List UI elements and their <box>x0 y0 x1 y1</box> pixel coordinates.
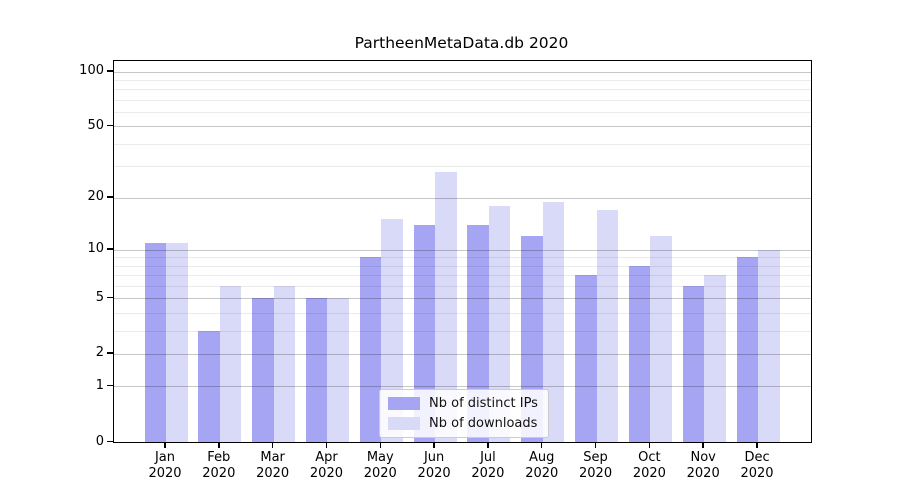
y-axis-tick <box>107 296 113 299</box>
major-gridline <box>114 353 811 355</box>
bar-downloads-jun <box>435 171 457 442</box>
major-gridline <box>114 71 811 73</box>
y-tick-label: 100 <box>79 63 104 79</box>
x-axis-tick <box>164 442 166 448</box>
x-tick-label: Jan 2020 <box>148 450 182 481</box>
x-axis-tick <box>271 442 274 448</box>
legend: Nb of distinct IPs Nb of downloads <box>379 389 549 438</box>
bar-downloads-nov <box>704 275 726 442</box>
minor-gridline <box>114 112 811 114</box>
y-axis-tick <box>107 352 113 354</box>
bar-downloads-aug <box>542 201 565 442</box>
y-tick-label: 0 <box>95 433 104 449</box>
legend-item-downloads: Nb of downloads <box>388 416 538 431</box>
x-tick-label: Jul 2020 <box>471 450 505 481</box>
x-axis-tick <box>540 442 543 448</box>
bar-distinct-ips-nov <box>682 285 705 442</box>
minor-gridline <box>114 79 811 81</box>
x-axis-tick <box>594 442 597 448</box>
bar-downloads-feb <box>219 285 242 442</box>
x-tick-label: Aug 2020 <box>525 450 559 481</box>
minor-gridline <box>114 166 811 168</box>
bar-distinct-ips-sep <box>575 275 597 442</box>
bar-distinct-ips-feb <box>198 330 220 442</box>
legend-label-downloads: Nb of downloads <box>429 416 538 431</box>
x-tick-label: May 2020 <box>363 450 397 481</box>
minor-gridline <box>114 312 811 314</box>
bar-downloads-may <box>381 219 403 442</box>
legend-swatch-distinct-ips <box>388 397 420 410</box>
x-axis-tick <box>702 442 704 448</box>
y-axis-tick <box>107 384 113 387</box>
x-axis-tick <box>487 442 489 448</box>
y-axis-tick <box>107 124 113 127</box>
y-axis-tick <box>107 70 113 72</box>
y-axis-tick <box>107 196 113 198</box>
y-axis-tick <box>107 248 113 250</box>
bar-distinct-ips-jan <box>144 242 166 442</box>
major-gridline <box>114 249 811 251</box>
minor-gridline <box>114 257 811 259</box>
bar-distinct-ips-jun <box>413 224 436 442</box>
y-tick-label: 20 <box>87 189 104 205</box>
minor-gridline <box>114 265 811 267</box>
bar-downloads-dec <box>758 249 780 442</box>
bar-downloads-apr <box>327 298 349 442</box>
bar-downloads-oct <box>650 236 672 442</box>
bar-distinct-ips-oct <box>628 265 651 442</box>
x-tick-label: Jun 2020 <box>417 450 451 481</box>
x-tick-label: Dec 2020 <box>740 450 774 481</box>
bar-downloads-mar <box>273 285 296 442</box>
major-gridline <box>114 126 811 128</box>
minor-gridline <box>114 330 811 332</box>
legend-label-distinct-ips: Nb of distinct IPs <box>429 396 538 411</box>
x-tick-label: Nov 2020 <box>686 450 720 481</box>
x-tick-label: Feb 2020 <box>202 450 236 481</box>
x-tick-label: Apr 2020 <box>309 450 343 481</box>
major-gridline <box>114 197 811 199</box>
minor-gridline <box>114 275 811 277</box>
minor-gridline <box>114 89 811 91</box>
y-tick-label: 1 <box>95 377 104 393</box>
y-axis-tick <box>107 440 113 442</box>
x-axis-tick <box>325 442 328 448</box>
x-tick-label: Oct 2020 <box>632 450 666 481</box>
bar-downloads-sep <box>596 210 619 442</box>
x-tick-label: Sep 2020 <box>579 450 613 481</box>
chart-title: PartheenMetaData.db 2020 <box>354 34 569 52</box>
bar-distinct-ips-mar <box>252 298 274 442</box>
bar-distinct-ips-jul <box>467 224 489 442</box>
major-gridline <box>114 386 811 388</box>
bar-downloads-jul <box>488 205 511 442</box>
x-axis-tick <box>433 442 435 448</box>
minor-gridline <box>114 143 811 145</box>
x-tick-label: Mar 2020 <box>256 450 290 481</box>
minor-gridline <box>114 285 811 287</box>
y-tick-label: 5 <box>95 289 104 305</box>
x-axis-tick <box>648 442 651 448</box>
x-axis-tick <box>218 442 220 448</box>
bar-distinct-ips-apr <box>305 298 328 442</box>
x-axis-tick <box>756 442 758 448</box>
legend-item-distinct-ips: Nb of distinct IPs <box>388 396 538 411</box>
major-gridline <box>114 298 811 300</box>
bar-distinct-ips-may <box>359 257 382 442</box>
legend-swatch-downloads <box>388 417 420 430</box>
bar-distinct-ips-dec <box>736 257 759 442</box>
minor-gridline <box>114 99 811 101</box>
y-tick-label: 2 <box>95 345 104 361</box>
y-tick-label: 50 <box>87 117 104 133</box>
bar-downloads-jan <box>166 242 188 442</box>
x-axis-tick <box>379 442 382 448</box>
plot-area: Nb of distinct IPs Nb of downloads <box>113 60 812 443</box>
y-tick-label: 10 <box>87 241 104 257</box>
